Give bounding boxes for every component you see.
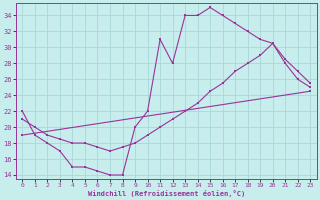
X-axis label: Windchill (Refroidissement éolien,°C): Windchill (Refroidissement éolien,°C) — [88, 190, 245, 197]
